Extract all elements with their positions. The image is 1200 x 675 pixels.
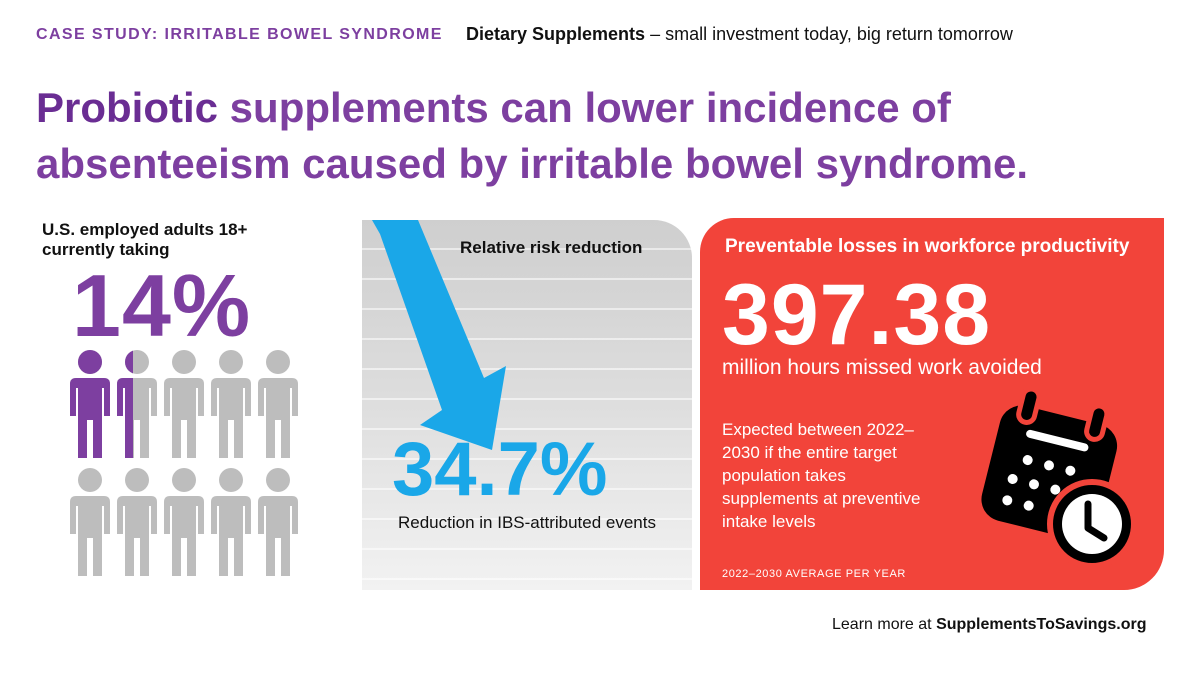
down-arrow-icon [372,220,506,450]
productivity-footnote: 2022–2030 AVERAGE PER YEAR [722,568,906,580]
left-stat-value: 14% [72,256,252,355]
headline-rest: supplements can lower incidence of absen… [36,84,1029,187]
person-icon [70,350,110,458]
tagline-strong: Dietary Supplements [466,24,646,44]
productivity-note: Expected between 2022–2030 if the entire… [722,420,921,531]
person-icon [164,468,204,576]
relative-risk-title: Relative risk reduction [460,238,643,257]
productivity-unit: million hours missed work avoided [722,356,1042,379]
productivity-title: Preventable losses in workforce producti… [725,236,1130,257]
productivity-value: 397.38 [722,267,992,363]
person-icon [258,350,298,458]
case-study-label: CASE STUDY: IRRITABLE BOWEL SYNDROME [36,26,443,43]
person-icon [211,468,251,576]
person-icon [70,468,110,576]
tagline-rest: – small investment today, big return tom… [645,24,1013,44]
left-stat-label: U.S. employed adults 18+ currently takin… [42,220,248,259]
people-pictogram [70,350,298,576]
headline-highlight: Probiotic [36,84,219,131]
calendar-clock-icon [981,388,1137,569]
footer-site[interactable]: SupplementsToSavings.org [936,616,1147,633]
person-icon [117,350,157,458]
relative-risk-value: 34.7% [392,427,608,512]
tagline: Dietary Supplements – small investment t… [466,24,1013,45]
person-icon [211,350,251,458]
person-icon [117,468,157,576]
footer-prefix: Learn more at [832,616,937,633]
person-icon [164,350,204,458]
relative-risk-caption: Reduction in IBS-attributed events [398,513,656,532]
headline: Probiotic supplements can lower incidenc… [36,80,1156,192]
footer-link[interactable]: Learn more at SupplementsToSavings.org [832,616,1146,634]
person-icon [258,468,298,576]
